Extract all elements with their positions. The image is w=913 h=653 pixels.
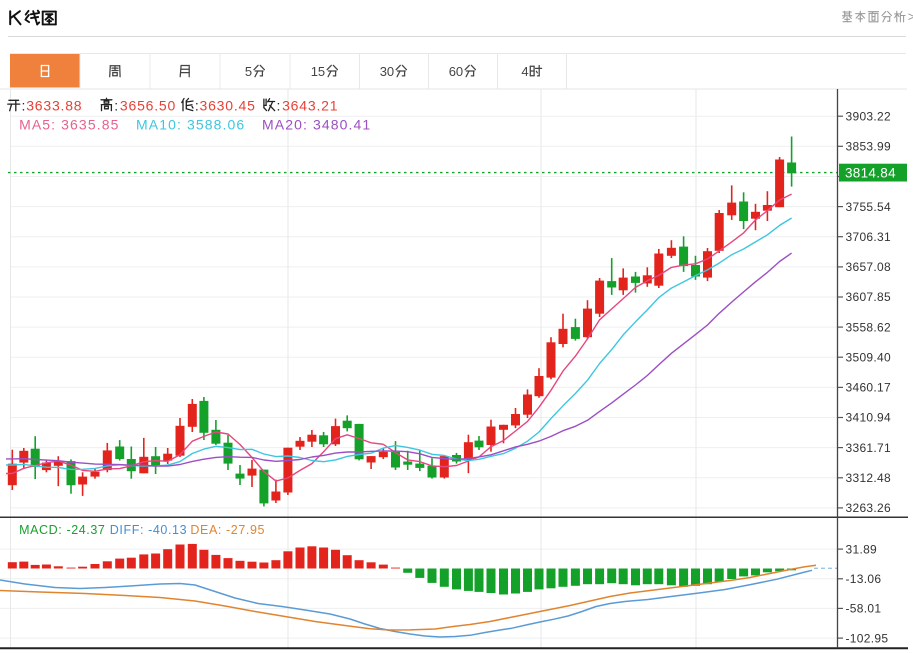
svg-text:3263.26: 3263.26 — [846, 501, 892, 515]
svg-text:3656.50: 3656.50 — [120, 97, 176, 113]
svg-text:3706.31: 3706.31 — [846, 230, 892, 244]
svg-text:DEA: -27.95: DEA: -27.95 — [190, 523, 265, 537]
svg-text:MA5: 3635.85: MA5: 3635.85 — [19, 117, 119, 133]
svg-text::: : — [277, 97, 281, 113]
svg-text:60: 60 — [449, 64, 463, 79]
svg-text:3853.99: 3853.99 — [846, 140, 892, 154]
svg-text:3814.84: 3814.84 — [845, 166, 896, 181]
svg-text:>: > — [908, 10, 913, 24]
svg-text:MACD: -24.37: MACD: -24.37 — [19, 523, 105, 537]
svg-text:4: 4 — [521, 64, 528, 79]
svg-text:3643.21: 3643.21 — [282, 97, 338, 113]
svg-text:3410.94: 3410.94 — [846, 411, 892, 425]
svg-text::: : — [22, 97, 26, 113]
svg-text:3633.88: 3633.88 — [26, 97, 82, 113]
svg-text:5: 5 — [245, 64, 252, 79]
svg-text:3460.17: 3460.17 — [846, 381, 892, 395]
svg-text:3361.71: 3361.71 — [846, 441, 892, 455]
svg-text:-13.06: -13.06 — [846, 572, 882, 586]
svg-text:30: 30 — [380, 64, 394, 79]
svg-text:3607.85: 3607.85 — [846, 290, 892, 304]
svg-text::: : — [114, 97, 118, 113]
svg-text:3755.54: 3755.54 — [846, 200, 892, 214]
svg-text:3509.40: 3509.40 — [846, 350, 892, 364]
svg-text:31.89: 31.89 — [846, 542, 878, 556]
svg-text:3903.22: 3903.22 — [846, 109, 892, 123]
svg-text:3657.08: 3657.08 — [846, 260, 892, 274]
svg-text:-58.01: -58.01 — [846, 602, 882, 616]
svg-text:-102.95: -102.95 — [846, 631, 889, 645]
svg-text:3312.48: 3312.48 — [846, 471, 892, 485]
svg-text:DIFF: -40.13: DIFF: -40.13 — [110, 523, 187, 537]
svg-text:3558.62: 3558.62 — [846, 320, 892, 334]
svg-text:MA20: 3480.41: MA20: 3480.41 — [262, 117, 371, 133]
svg-text:MA10: 3588.06: MA10: 3588.06 — [136, 117, 245, 133]
svg-text::: : — [195, 97, 199, 113]
svg-text:15: 15 — [311, 64, 325, 79]
svg-text:3630.45: 3630.45 — [200, 97, 256, 113]
